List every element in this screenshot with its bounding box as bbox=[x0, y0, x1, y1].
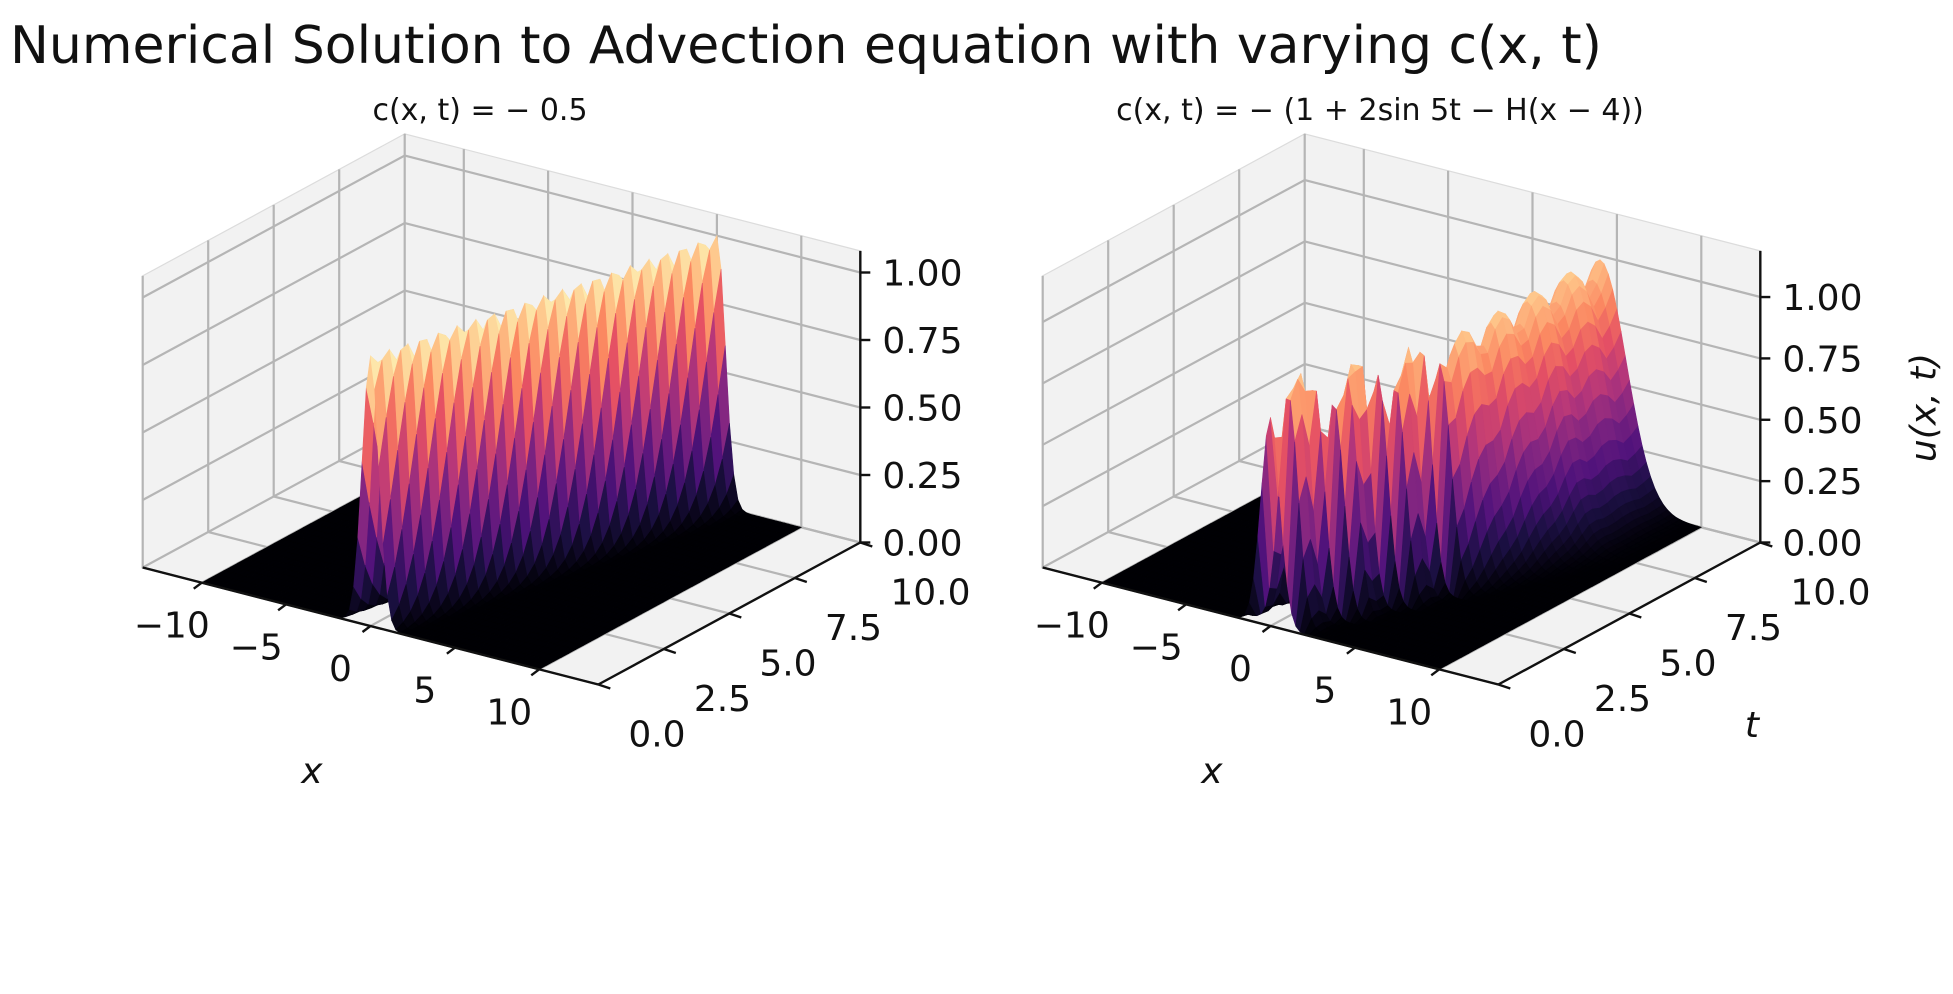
z-tick-label: 1.00 bbox=[882, 254, 962, 295]
subplot-constant-speed: c(x, t) = − 0.5 −10 −5 0 5 10 0.02.55.07.510.… bbox=[134, 93, 971, 792]
z-tick-label: 0.25 bbox=[882, 456, 962, 497]
t-tick-label: 5.0 bbox=[759, 644, 816, 685]
x-tick-label: 5 bbox=[413, 671, 436, 712]
x-tick-label: 0 bbox=[329, 649, 352, 690]
x-axis-label: x bbox=[300, 751, 323, 792]
subplot-varying-speed: c(x, t) = − (1 + 2sin 5t − H(x − 4)) −10… bbox=[1034, 93, 1945, 792]
x-tick bbox=[530, 668, 540, 677]
figure-title: Numerical Solution to Advection equation… bbox=[10, 16, 1602, 76]
x-tick-label: −10 bbox=[134, 606, 210, 647]
t-tick bbox=[597, 683, 611, 690]
z-tick-label: 0.00 bbox=[882, 524, 962, 565]
t-tick bbox=[663, 647, 677, 655]
z-tick-label: 0.75 bbox=[882, 321, 962, 362]
x-tick bbox=[277, 603, 287, 612]
x-tick-label: 10 bbox=[486, 692, 532, 733]
t-tick bbox=[794, 576, 808, 584]
subplot-title: c(x, t) = − (1 + 2sin 5t − H(x − 4)) bbox=[1116, 93, 1644, 128]
gridline bbox=[142, 154, 861, 299]
t-tick-label: 7.5 bbox=[825, 608, 882, 649]
t-tick-label: 0.0 bbox=[628, 715, 685, 756]
t-tick bbox=[728, 612, 742, 619]
t-tick-label: 10.0 bbox=[890, 573, 970, 614]
t-tick-label: 2.5 bbox=[694, 679, 751, 720]
x-tick bbox=[446, 646, 456, 655]
surface-plot bbox=[201, 234, 803, 670]
z-tick-label: 0.50 bbox=[882, 389, 962, 430]
x-tick bbox=[193, 581, 203, 590]
x-tick-label: −5 bbox=[230, 627, 283, 668]
subplot-title: c(x, t) = − 0.5 bbox=[372, 93, 587, 128]
x-tick bbox=[361, 625, 372, 633]
